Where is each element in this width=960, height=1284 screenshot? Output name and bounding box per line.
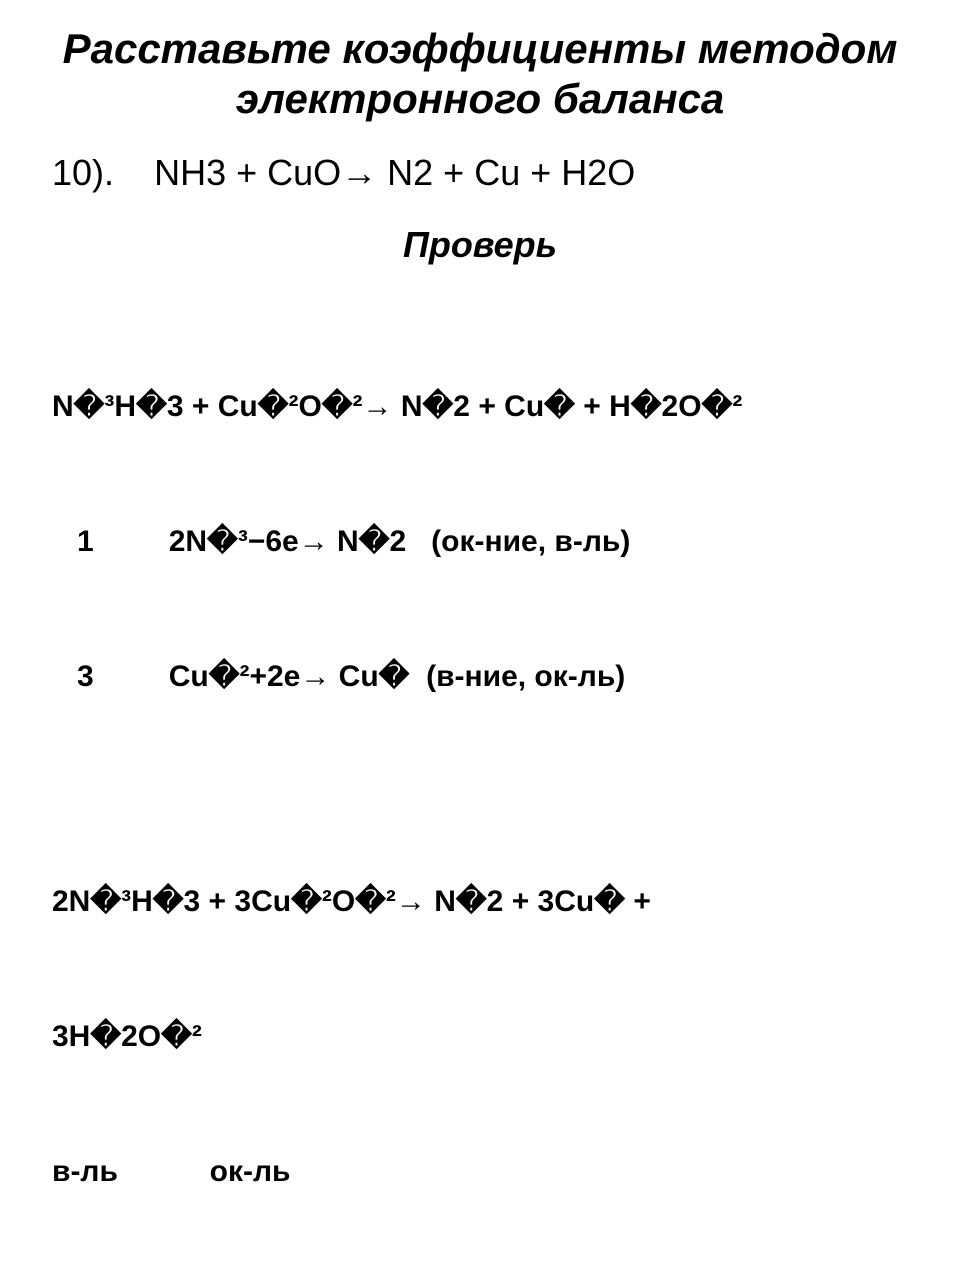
- equation-row: 10). NH3 + CuO→ N2 + Cu + H2O: [40, 151, 920, 194]
- work-line: 1 2N�³−6e→ N�2 (ок-ние, в-ль): [52, 519, 920, 564]
- equation-number: 10).: [52, 152, 114, 193]
- work-line: 3 Cu�²+2e→ Cu� (в-ние, ок-ль): [52, 654, 920, 699]
- work-line: 2N�³H�3 + 3Cu�²O�²→ N�2 + 3Cu� +: [52, 879, 920, 924]
- equation-text: NH3 + CuO→ N2 + Cu + H2O: [154, 152, 635, 193]
- slide: Расставьте коэффициенты методом электрон…: [0, 0, 960, 720]
- slide-title: Расставьте коэффициенты методом электрон…: [40, 24, 920, 123]
- work-line: 3H�2O�²: [52, 1014, 920, 1059]
- check-label: Проверь: [40, 224, 920, 266]
- work-line: в-ль ок-ль: [52, 1149, 920, 1194]
- work-block: N�³H�3 + Cu�²O�²→ N�2 + Cu� + H�2O�² 1 2…: [40, 294, 920, 1284]
- work-line: N�³H�3 + Cu�²O�²→ N�2 + Cu� + H�2O�²: [52, 384, 920, 429]
